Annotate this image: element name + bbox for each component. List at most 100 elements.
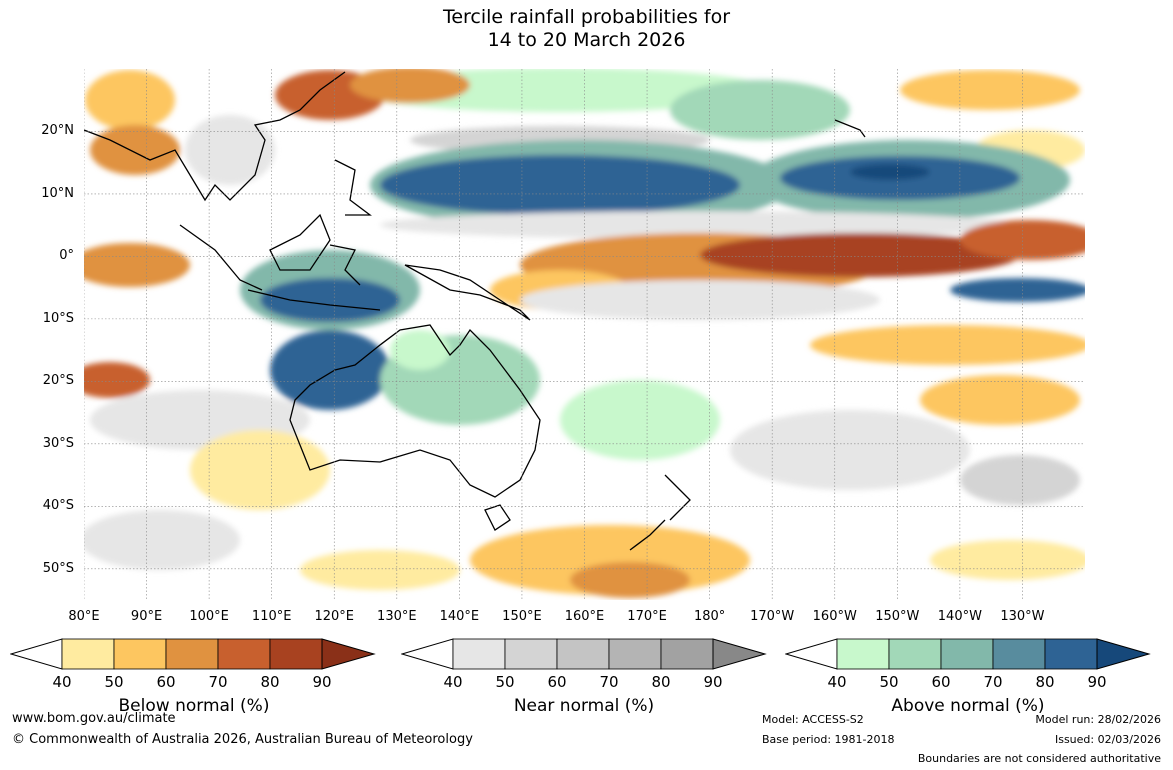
latitude-label: 0° (59, 248, 74, 264)
colorbar-tick-label: 50 (879, 673, 899, 691)
latitude-label: 20°N (41, 123, 74, 139)
colorbar-tick-label: 70 (208, 673, 228, 691)
colorbar-segment (504, 638, 558, 670)
model-run-date: Model run: 28/02/2026 (1035, 713, 1161, 726)
nz-north-island-outline (664, 474, 691, 521)
asia-coastline (84, 71, 346, 202)
colorbar-tick-label: 80 (651, 673, 671, 691)
colorbar-tick-label: 90 (1087, 673, 1107, 691)
longitude-label: 150°E (502, 609, 542, 624)
coastlines (84, 71, 866, 551)
above-patch-se-pacific (950, 278, 1085, 302)
below-patch-far-south (300, 550, 460, 590)
colorbar-tick-label: 40 (52, 673, 72, 691)
sumatra-outline (179, 224, 263, 291)
colorbar-tick-label: 60 (547, 673, 567, 691)
philippines-outline (334, 159, 372, 216)
colorbar-segment (940, 638, 994, 670)
above-band-core (380, 155, 740, 215)
longitude-label: 140°W (937, 609, 982, 624)
colorbar-tick-label: 80 (260, 673, 280, 691)
longitude-label: 160°W (812, 609, 857, 624)
website-link[interactable]: www.bom.gov.au/climate (12, 711, 176, 726)
colorbar-tick-label: 90 (312, 673, 332, 691)
above-nw-australia (270, 330, 390, 410)
colorbar-title-near: Near normal (%) (513, 696, 655, 716)
below-band-eq-core (700, 233, 1020, 277)
longitude-label: 170°E (627, 609, 667, 624)
hawaii-outline (834, 119, 866, 138)
java-outline (247, 289, 381, 311)
colorbar-left-extension (10, 638, 63, 670)
longitude-label: 160°E (564, 609, 605, 624)
longitude-label: 100°E (189, 609, 229, 624)
tasmania-outline (484, 504, 511, 531)
map-gridlines (84, 69, 1085, 600)
nz-south-island-outline (629, 519, 666, 551)
colorbar-segment (556, 638, 610, 670)
near-patch-south (730, 410, 970, 490)
below-patch-sw-australia (190, 430, 330, 510)
colorbar-segment (660, 638, 714, 670)
above-maritime-core (260, 278, 400, 322)
colorbar-segment (217, 638, 271, 670)
longitude-label: 170°W (750, 609, 795, 624)
colorbar-tick-label: 50 (104, 673, 124, 691)
map-title-line1: Tercile rainfall probabilities for (442, 6, 731, 28)
colorbar-tick-label: 80 (1035, 673, 1055, 691)
colorbar-above-normal (785, 638, 1151, 670)
colorbar-segment (836, 638, 890, 670)
colorbar-left-extension (401, 638, 454, 670)
longitude-label: 110°E (251, 609, 292, 624)
below-band-eq-east (960, 220, 1085, 260)
latitude-label: 10°S (42, 310, 74, 326)
latitude-label: 30°S (42, 435, 74, 451)
below-patch-far-se (930, 540, 1085, 580)
copyright-text: © Commonwealth of Australia 2026, Austra… (12, 732, 473, 747)
base-period: Base period: 1981-2018 (762, 733, 895, 746)
colorbar-below-normal (10, 638, 376, 670)
below-patch-west-eq (84, 243, 190, 287)
latitude-label: 10°N (41, 185, 74, 201)
colorbar-tick-label: 70 (599, 673, 619, 691)
map-title-line2: 14 to 20 March 2026 (487, 29, 686, 51)
colorbar-segment (608, 638, 662, 670)
near-patch-far-sw (84, 510, 240, 570)
colorbar-segment (165, 638, 219, 670)
longitude-label: 180° (693, 609, 726, 624)
colorbar-tick-label: 90 (703, 673, 723, 691)
above-patch-north (670, 80, 850, 140)
longitude-label: 140°E (439, 609, 480, 624)
near-patch-se-asia (185, 115, 275, 185)
latitude-label: 40°S (42, 498, 74, 514)
colorbar-right-extension (712, 638, 767, 670)
latitude-label: 20°S (42, 373, 74, 389)
colorbar-right-extension (321, 638, 376, 670)
latitude-label: 50°S (42, 560, 74, 576)
colorbar-segment (269, 638, 323, 670)
above-band-east-peak (850, 164, 930, 180)
colorbar-segment (992, 638, 1046, 670)
colorbar-segment (1044, 638, 1098, 670)
australia-outline (289, 324, 541, 498)
sulawesi-outline (329, 244, 361, 286)
borneo-outline (269, 213, 331, 271)
above-patch-tasman (560, 380, 720, 460)
colorbar-tick-label: 70 (983, 673, 1003, 691)
colorbar-tick-label: 40 (443, 673, 463, 691)
issued-date: Issued: 02/03/2026 (1054, 733, 1161, 746)
new-guinea-outline (404, 264, 531, 321)
colorbar-tick-label: 40 (827, 673, 847, 691)
colorbar-tick-label: 60 (931, 673, 951, 691)
below-patch-bay-of-bengal (90, 125, 180, 175)
below-patch-ne (900, 70, 1080, 110)
colorbar-segment (452, 638, 506, 670)
longitude-label: 120°E (314, 609, 355, 624)
longitude-label: 150°W (875, 609, 920, 624)
colorbar-left-extension (785, 638, 838, 670)
colorbar-tick-label: 50 (495, 673, 515, 691)
colorbar-tick-label: 60 (156, 673, 176, 691)
colorbar-title-below: Below normal (%) (118, 696, 270, 716)
boundary-disclaimer: Boundaries are not considered authoritat… (917, 752, 1161, 765)
